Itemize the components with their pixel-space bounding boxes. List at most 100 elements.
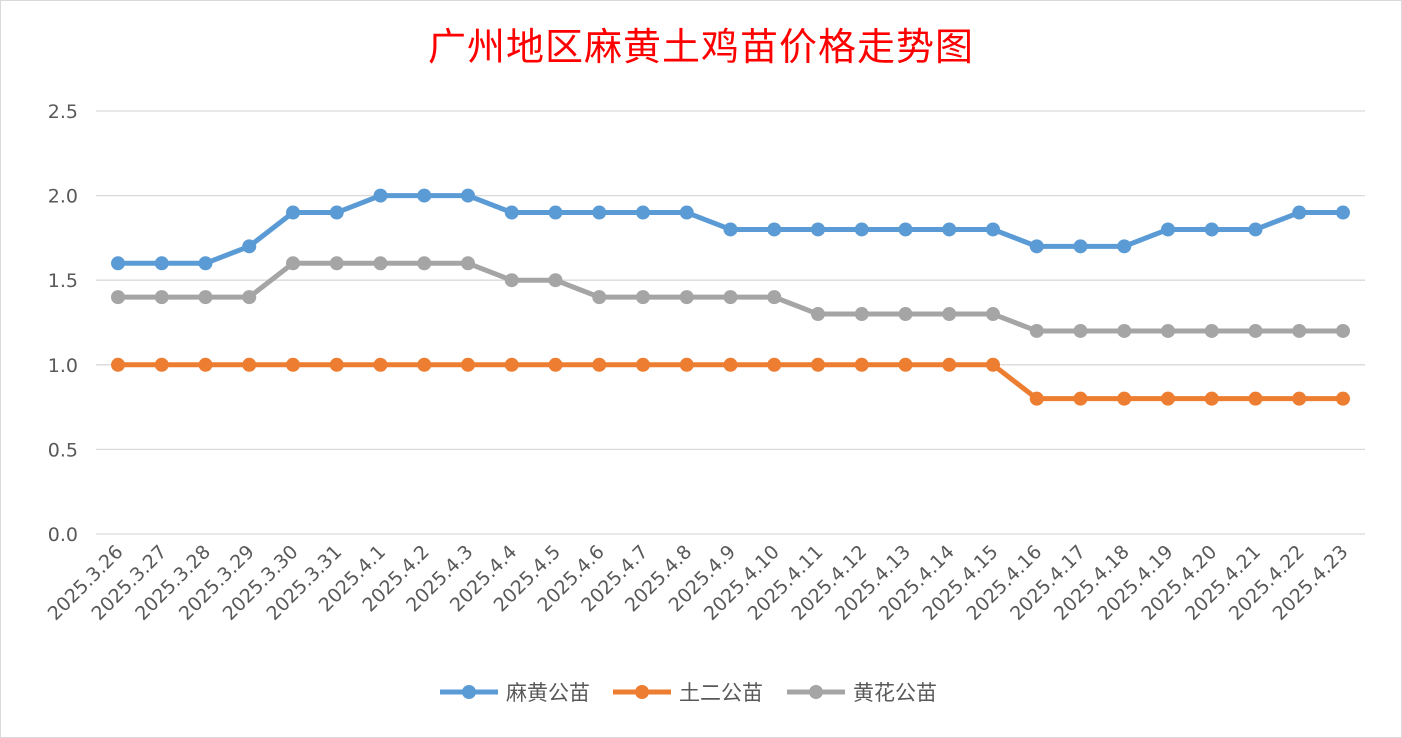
data-point [942, 222, 957, 237]
data-point [1204, 323, 1219, 338]
data-point [1292, 323, 1307, 338]
data-point [242, 239, 257, 254]
data-point [548, 273, 563, 288]
gridlines [96, 110, 1365, 535]
data-point [723, 290, 738, 305]
legend-swatch-marker [809, 685, 823, 699]
data-point [1073, 391, 1088, 406]
data-point [942, 307, 957, 322]
legend-label: 土二公苗 [679, 681, 763, 705]
data-point [1029, 323, 1044, 338]
data-point [898, 307, 913, 322]
y-tick-label: 0.5 [48, 439, 78, 461]
data-point [1248, 391, 1263, 406]
data-point [723, 222, 738, 237]
data-point [154, 357, 169, 372]
data-point [286, 357, 300, 372]
data-point [679, 290, 694, 305]
data-point [504, 273, 519, 288]
data-point [592, 205, 607, 220]
y-axis-ticks: 0.0 0.5 1.0 1.5 2.0 2.5 [48, 101, 78, 546]
data-point [1204, 222, 1219, 237]
data-point [198, 290, 213, 305]
data-point [942, 357, 957, 372]
data-point [1248, 323, 1263, 338]
data-point [1117, 391, 1132, 406]
data-point [417, 256, 432, 271]
data-point [504, 205, 519, 220]
data-point [854, 222, 869, 237]
series-1 [111, 188, 1350, 271]
data-point [1336, 205, 1350, 220]
data-point [111, 256, 125, 271]
data-point [986, 222, 1000, 237]
data-point [767, 357, 782, 372]
data-point [636, 205, 650, 220]
data-point [329, 357, 344, 372]
data-point [592, 357, 607, 372]
data-point [1029, 239, 1044, 254]
data-point [111, 357, 125, 372]
data-point [1161, 391, 1175, 406]
data-point [723, 357, 738, 372]
series-group [111, 188, 1350, 406]
data-point [154, 256, 169, 271]
data-point [854, 357, 869, 372]
legend-item: 麻黄公苗 [440, 681, 590, 705]
data-point [198, 256, 213, 271]
data-point [242, 357, 257, 372]
data-point [1292, 391, 1307, 406]
data-point [898, 357, 913, 372]
legend-item: 黄花公苗 [787, 681, 937, 705]
data-point [1117, 323, 1132, 338]
data-point [417, 357, 432, 372]
data-point [504, 357, 519, 372]
data-point [811, 307, 825, 322]
data-point [1161, 323, 1175, 338]
data-point [592, 290, 607, 305]
data-point [461, 188, 475, 203]
legend-swatch-marker [462, 685, 476, 699]
data-point [1292, 205, 1307, 220]
y-tick-label: 1.5 [48, 270, 78, 292]
series-2 [111, 357, 1350, 406]
x-axis-ticks: 2025.3.262025.3.272025.3.282025.3.292025… [44, 541, 1353, 625]
data-point [373, 256, 388, 271]
data-point [1029, 391, 1044, 406]
legend-swatch-marker [635, 685, 649, 699]
data-point [1248, 222, 1263, 237]
y-tick-label: 2.5 [48, 101, 78, 123]
data-point [111, 290, 125, 305]
data-point [1336, 323, 1350, 338]
legend-label: 麻黄公苗 [506, 681, 590, 705]
data-point [1073, 323, 1088, 338]
legend: 麻黄公苗 土二公苗 黄花公苗 [440, 681, 937, 705]
data-point [1336, 391, 1350, 406]
data-point [548, 205, 563, 220]
data-point [1161, 222, 1175, 237]
data-point [286, 205, 300, 220]
y-tick-label: 0.0 [48, 524, 78, 546]
data-point [898, 222, 913, 237]
y-tick-label: 1.0 [48, 355, 78, 377]
data-point [679, 205, 694, 220]
data-point [1073, 239, 1088, 254]
data-point [461, 256, 475, 271]
chart-title: 广州地区麻黄土鸡苗价格走势图 [427, 25, 974, 69]
data-point [286, 256, 300, 271]
data-point [986, 357, 1000, 372]
data-point [767, 222, 782, 237]
data-point [548, 357, 563, 372]
data-point [767, 290, 782, 305]
data-point [154, 290, 169, 305]
data-point [811, 357, 825, 372]
data-point [461, 357, 475, 372]
data-point [1117, 239, 1132, 254]
data-point [373, 357, 388, 372]
legend-item: 土二公苗 [613, 681, 763, 705]
data-point [373, 188, 388, 203]
legend-label: 黄花公苗 [853, 681, 937, 705]
data-point [636, 290, 650, 305]
data-point [854, 307, 869, 322]
